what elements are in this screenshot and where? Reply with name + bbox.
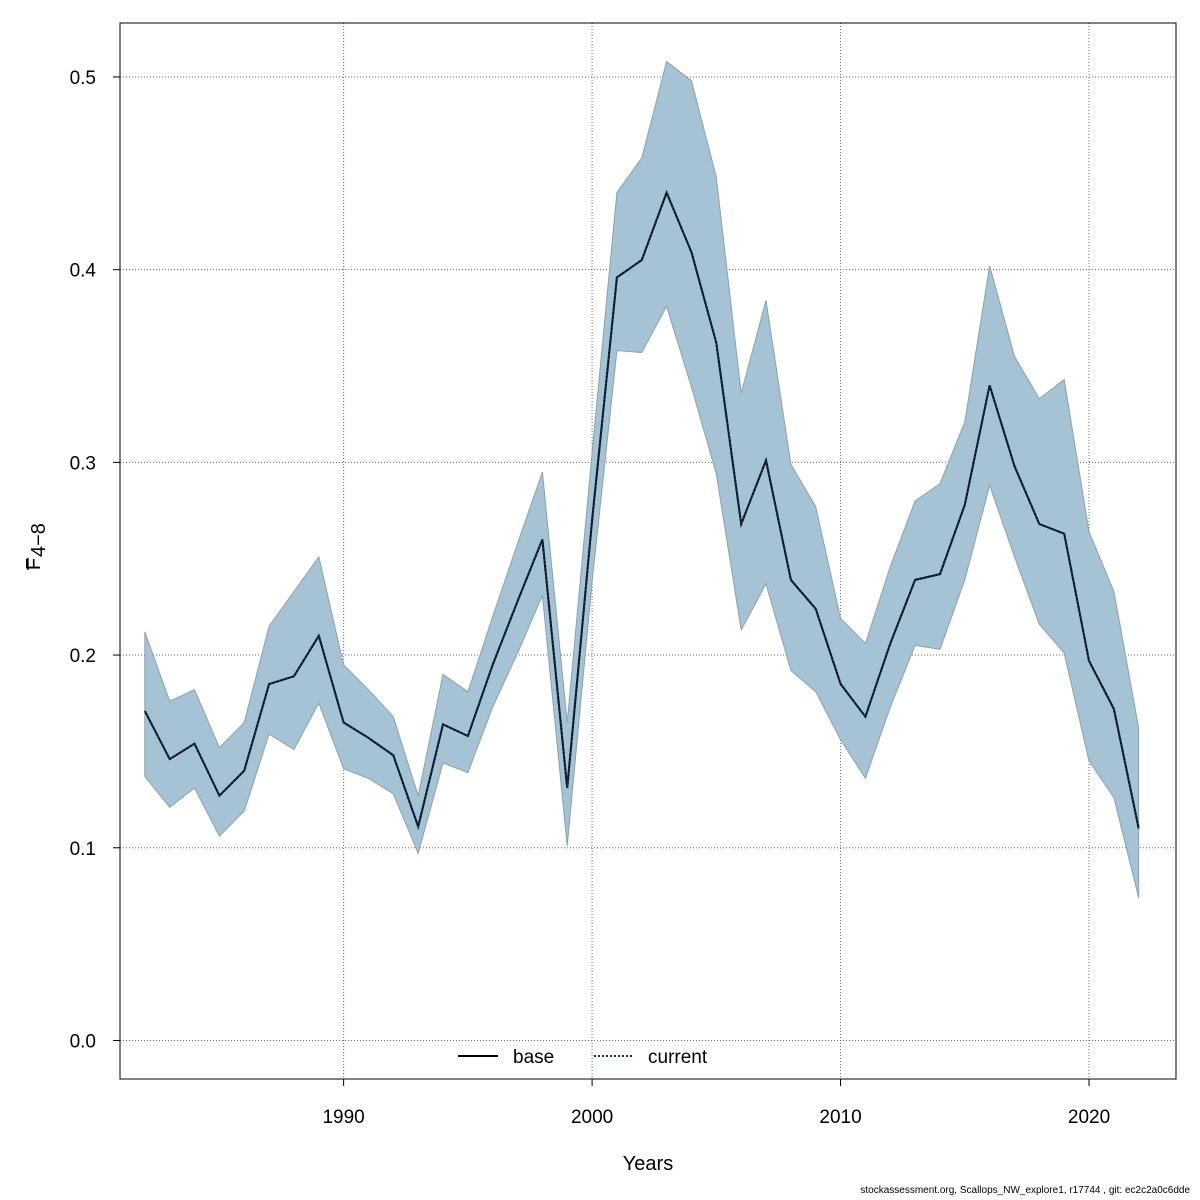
x-axis-title: Years (623, 1153, 673, 1175)
plot-frame (119, 22, 1177, 1080)
y-tick-label: 0.2 (70, 646, 96, 667)
y-tick-label: 0.0 (70, 1031, 96, 1052)
series-lines (143, 189, 1140, 831)
y-tick-label: 0.5 (70, 68, 96, 89)
legend-current-label: current (648, 1047, 708, 1068)
legend-base-label: base (513, 1047, 554, 1068)
y-tick-label: 0.3 (70, 453, 96, 474)
footer-note: stockassessment.org, Scallops_NW_explore… (860, 1185, 1190, 1196)
series-line-current (143, 189, 1140, 831)
y-axis-title-main: F (23, 558, 45, 570)
x-tick-label: 2010 (819, 1107, 861, 1128)
x-tick-label: 2000 (571, 1107, 613, 1128)
legend: base current (458, 1047, 708, 1068)
confidence-band (144, 60, 1140, 899)
y-axis-title-sub: 4−8 (28, 523, 50, 557)
y-tick-label: 0.1 (70, 839, 96, 860)
x-tick-label: 2020 (1068, 1107, 1110, 1128)
y-axis: 0.0 0.1 0.2 0.3 0.4 0.5 (70, 68, 120, 1052)
x-axis: 1990 2000 2010 2020 (322, 1079, 1110, 1128)
y-tick-label: 0.4 (70, 261, 97, 282)
y-axis-title: F 4−8 (23, 523, 50, 570)
x-tick-label: 1990 (322, 1107, 364, 1128)
